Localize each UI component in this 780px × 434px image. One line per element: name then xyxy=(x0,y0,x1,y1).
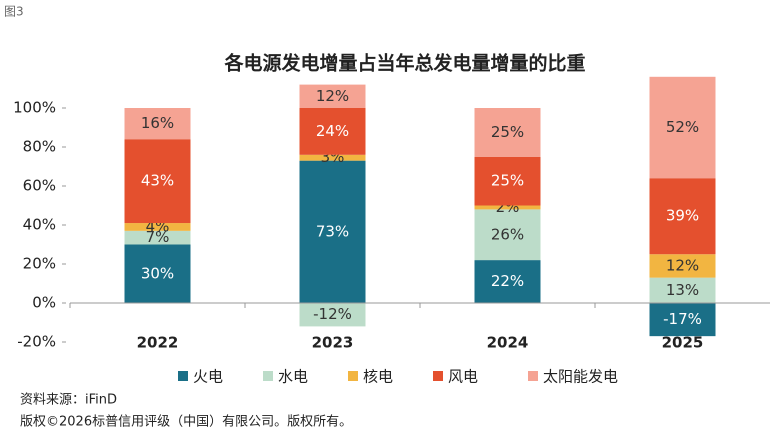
bar-segment xyxy=(649,303,716,337)
bar-segment xyxy=(299,303,366,327)
legend-swatch xyxy=(263,371,273,381)
value-label: 73% xyxy=(316,222,349,240)
legend-swatch xyxy=(348,371,358,381)
y-tick-label: 40% xyxy=(23,216,56,234)
legend-swatch xyxy=(178,371,188,381)
copyright: 版权©2026标普信用评级（中国）有限公司。版权所有。 xyxy=(20,414,352,430)
bar-segment xyxy=(474,205,541,210)
bar-segment xyxy=(649,76,716,179)
bar-segment xyxy=(474,260,541,303)
legend-swatch xyxy=(433,371,443,381)
legend-label: 太阳能发电 xyxy=(543,368,618,386)
y-tick-label: 100% xyxy=(13,99,56,117)
bar-segment xyxy=(124,108,191,140)
x-tick-label: 2025 xyxy=(662,334,704,352)
x-tick-label: 2022 xyxy=(137,334,179,352)
value-label: 24% xyxy=(316,122,349,140)
y-tick-label: 20% xyxy=(23,255,56,273)
x-tick-label: 2023 xyxy=(312,334,354,352)
legend-label: 火电 xyxy=(193,368,223,386)
figure-label: 图3 xyxy=(4,5,24,19)
value-label: -12% xyxy=(313,305,352,323)
value-label: 43% xyxy=(141,172,174,190)
value-label: 12% xyxy=(666,256,699,274)
legend-swatch xyxy=(528,371,538,381)
value-label: 52% xyxy=(666,118,699,136)
chart-title: 各电源发电增量占当年总发电量增量的比重 xyxy=(223,52,585,75)
value-label: 22% xyxy=(491,272,524,290)
bar-segment xyxy=(299,108,366,155)
legend-label: 水电 xyxy=(278,368,308,386)
legend-label: 核电 xyxy=(363,368,393,386)
bar-segment xyxy=(474,108,541,157)
value-label: 39% xyxy=(666,207,699,225)
bar-segment xyxy=(124,230,191,245)
value-label: 7% xyxy=(146,228,170,246)
value-label: 30% xyxy=(141,264,174,282)
y-tick-label: 60% xyxy=(23,177,56,195)
value-label: 13% xyxy=(666,281,699,299)
bar-segment xyxy=(649,277,716,303)
value-label: 25% xyxy=(491,123,524,141)
y-tick-label: 80% xyxy=(23,138,56,156)
bar-segment xyxy=(299,84,366,108)
source: 资料来源：iFinD xyxy=(20,393,117,408)
bar-segment xyxy=(474,209,541,261)
legend-label: 风电 xyxy=(448,368,478,386)
bar-segment xyxy=(649,254,716,278)
x-tick-label: 2024 xyxy=(487,334,529,352)
bar-segment xyxy=(299,160,366,303)
bar-segment xyxy=(299,154,366,161)
bar-segment xyxy=(124,139,191,224)
value-label: -17% xyxy=(663,310,702,328)
bar-segment xyxy=(474,156,541,206)
y-tick-label: 0% xyxy=(32,294,56,312)
y-tick-label: -20% xyxy=(17,333,56,351)
bar-segment xyxy=(649,178,716,255)
bar-segment xyxy=(124,244,191,303)
value-label: 12% xyxy=(316,87,349,105)
value-label: 25% xyxy=(491,172,524,190)
bar-segment xyxy=(124,223,191,231)
value-label: 16% xyxy=(141,114,174,132)
value-label: 26% xyxy=(491,225,524,243)
